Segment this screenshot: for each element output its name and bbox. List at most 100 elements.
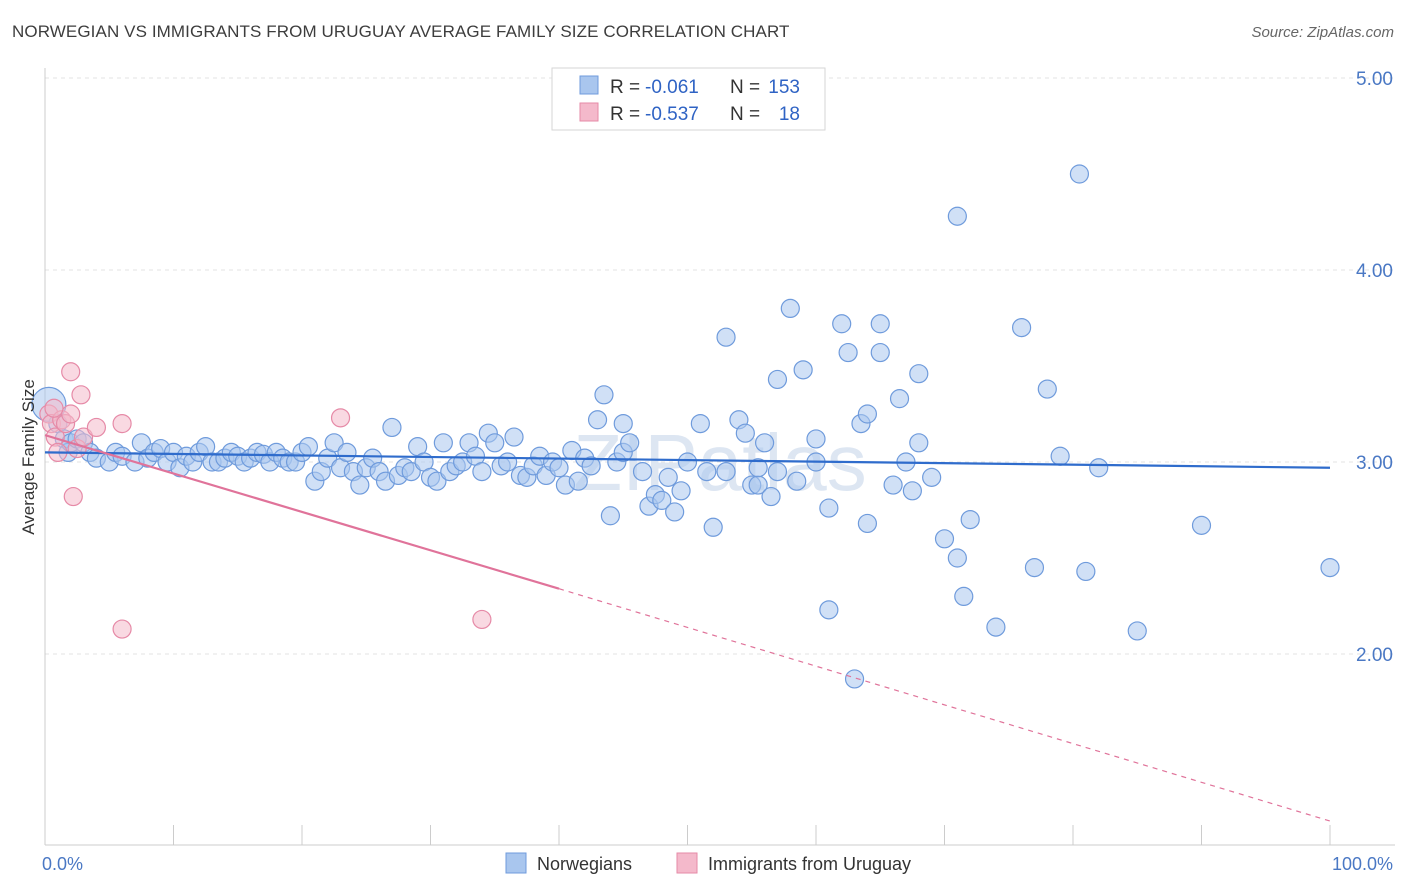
norwegian-point xyxy=(1089,458,1109,478)
norwegian-point xyxy=(748,458,768,478)
norwegian-point xyxy=(671,481,691,501)
correlation-legend: R = -0.061 N = 153 R = -0.537 N = 18 xyxy=(551,67,826,131)
uruguay-trend-extension xyxy=(558,588,1331,822)
norwegian-point xyxy=(1320,557,1340,578)
norwegian-point xyxy=(594,385,614,405)
norwegian-point xyxy=(427,471,447,491)
norwegian-point xyxy=(902,481,922,501)
norwegian-point xyxy=(600,506,621,526)
norwegian-point xyxy=(780,298,800,318)
norwegian-point xyxy=(767,369,788,390)
norwegian-point xyxy=(665,502,685,522)
norwegian-point xyxy=(1076,561,1096,582)
norwegian-point xyxy=(620,433,640,453)
norwegian-point xyxy=(960,509,980,530)
uruguay-trend-line xyxy=(44,434,560,590)
source-label: Source: ZipAtlas.com xyxy=(1251,24,1394,41)
uruguay-point xyxy=(61,362,81,382)
norwegian-point xyxy=(716,327,736,347)
uruguay-point xyxy=(61,404,81,424)
norwegian-point xyxy=(350,475,370,495)
norwegian-point xyxy=(324,433,344,453)
legend-swatch-pink xyxy=(579,102,599,122)
norwegian-point xyxy=(658,467,678,487)
legend-swatch-blue xyxy=(579,75,599,95)
norwegian-point xyxy=(767,462,788,482)
norwegian-point xyxy=(382,417,402,438)
norwegian-point xyxy=(870,314,890,334)
norwegian-point xyxy=(754,433,775,453)
norwegians-points xyxy=(31,164,1340,689)
norwegian-point xyxy=(298,437,319,457)
series-legend-label-uruguay: Immigrants from Uruguay xyxy=(708,854,911,874)
norwegian-point xyxy=(954,586,974,607)
norwegian-point xyxy=(922,467,942,487)
norwegian-point xyxy=(1191,515,1212,535)
y-axis-label: Average Family Size xyxy=(19,379,38,535)
uruguay-point xyxy=(472,609,492,630)
norwegian-point xyxy=(677,452,698,472)
norwegian-point xyxy=(1011,318,1032,338)
x-tick-label-min: 0.0% xyxy=(42,854,83,874)
norwegian-point xyxy=(632,462,653,482)
norwegian-point xyxy=(549,458,569,478)
norwegian-point xyxy=(401,462,421,482)
norwegian-point xyxy=(909,433,929,453)
norwegian-point xyxy=(485,433,505,453)
norwegian-point xyxy=(819,498,839,518)
norwegian-point xyxy=(806,429,826,449)
norwegian-point xyxy=(1127,621,1147,641)
legend-r-label-2: R = xyxy=(610,104,640,125)
series-legend: Norwegians Immigrants from Uruguay xyxy=(505,852,911,874)
norwegian-point xyxy=(870,342,890,363)
norwegian-point xyxy=(832,314,852,334)
norwegian-point xyxy=(652,490,672,510)
grid-lines xyxy=(45,77,1395,655)
norwegian-point xyxy=(793,360,813,380)
y-tick-label: 4.00 xyxy=(1356,261,1393,282)
x-ticks xyxy=(44,825,1331,845)
chart-title: NORWEGIAN VS IMMIGRANTS FROM URUGUAY AVE… xyxy=(12,22,790,41)
norwegian-point xyxy=(581,456,601,476)
norwegian-point xyxy=(1050,446,1070,466)
norwegian-point xyxy=(787,471,807,491)
legend-r-value-1: -0.061 xyxy=(645,77,699,98)
norwegian-point xyxy=(934,529,955,549)
legend-n-value-1: 153 xyxy=(768,77,800,98)
uruguay-point xyxy=(112,619,132,639)
norwegian-point xyxy=(498,452,518,472)
y-tick-labels: 2.00 3.00 4.00 5.00 xyxy=(1356,69,1393,666)
axes xyxy=(44,68,1395,846)
norwegian-point xyxy=(703,517,723,537)
norwegian-point xyxy=(716,462,736,482)
legend-n-label-2: N = xyxy=(730,104,760,125)
y-tick-label: 2.00 xyxy=(1356,645,1393,666)
uruguay-point xyxy=(86,417,107,438)
norwegian-point xyxy=(433,433,453,453)
norwegian-point xyxy=(838,342,858,363)
uruguay-point xyxy=(63,486,83,507)
norwegian-point xyxy=(504,427,524,447)
norwegian-point xyxy=(889,389,910,409)
norwegian-point xyxy=(697,462,717,482)
norwegian-point xyxy=(613,414,633,434)
norwegian-point xyxy=(472,462,492,482)
norwegian-point xyxy=(587,410,608,430)
norwegian-point xyxy=(819,600,839,620)
norwegians-trend-line xyxy=(44,451,1331,469)
trend-lines xyxy=(44,434,1331,822)
norwegian-point xyxy=(735,423,755,443)
series-legend-swatch-uruguay xyxy=(676,852,698,874)
norwegian-point xyxy=(947,548,967,568)
uruguay-point xyxy=(71,385,91,405)
norwegian-point xyxy=(844,669,865,689)
norwegian-point xyxy=(761,486,781,507)
y-tick-label: 5.00 xyxy=(1356,69,1393,90)
norwegian-point xyxy=(337,442,357,462)
x-tick-label-max: 100.0% xyxy=(1332,854,1393,874)
norwegian-point xyxy=(1037,379,1057,399)
series-legend-label-norwegians: Norwegians xyxy=(537,854,632,874)
norwegian-point xyxy=(909,364,929,384)
legend-n-value-2: 18 xyxy=(779,104,800,125)
